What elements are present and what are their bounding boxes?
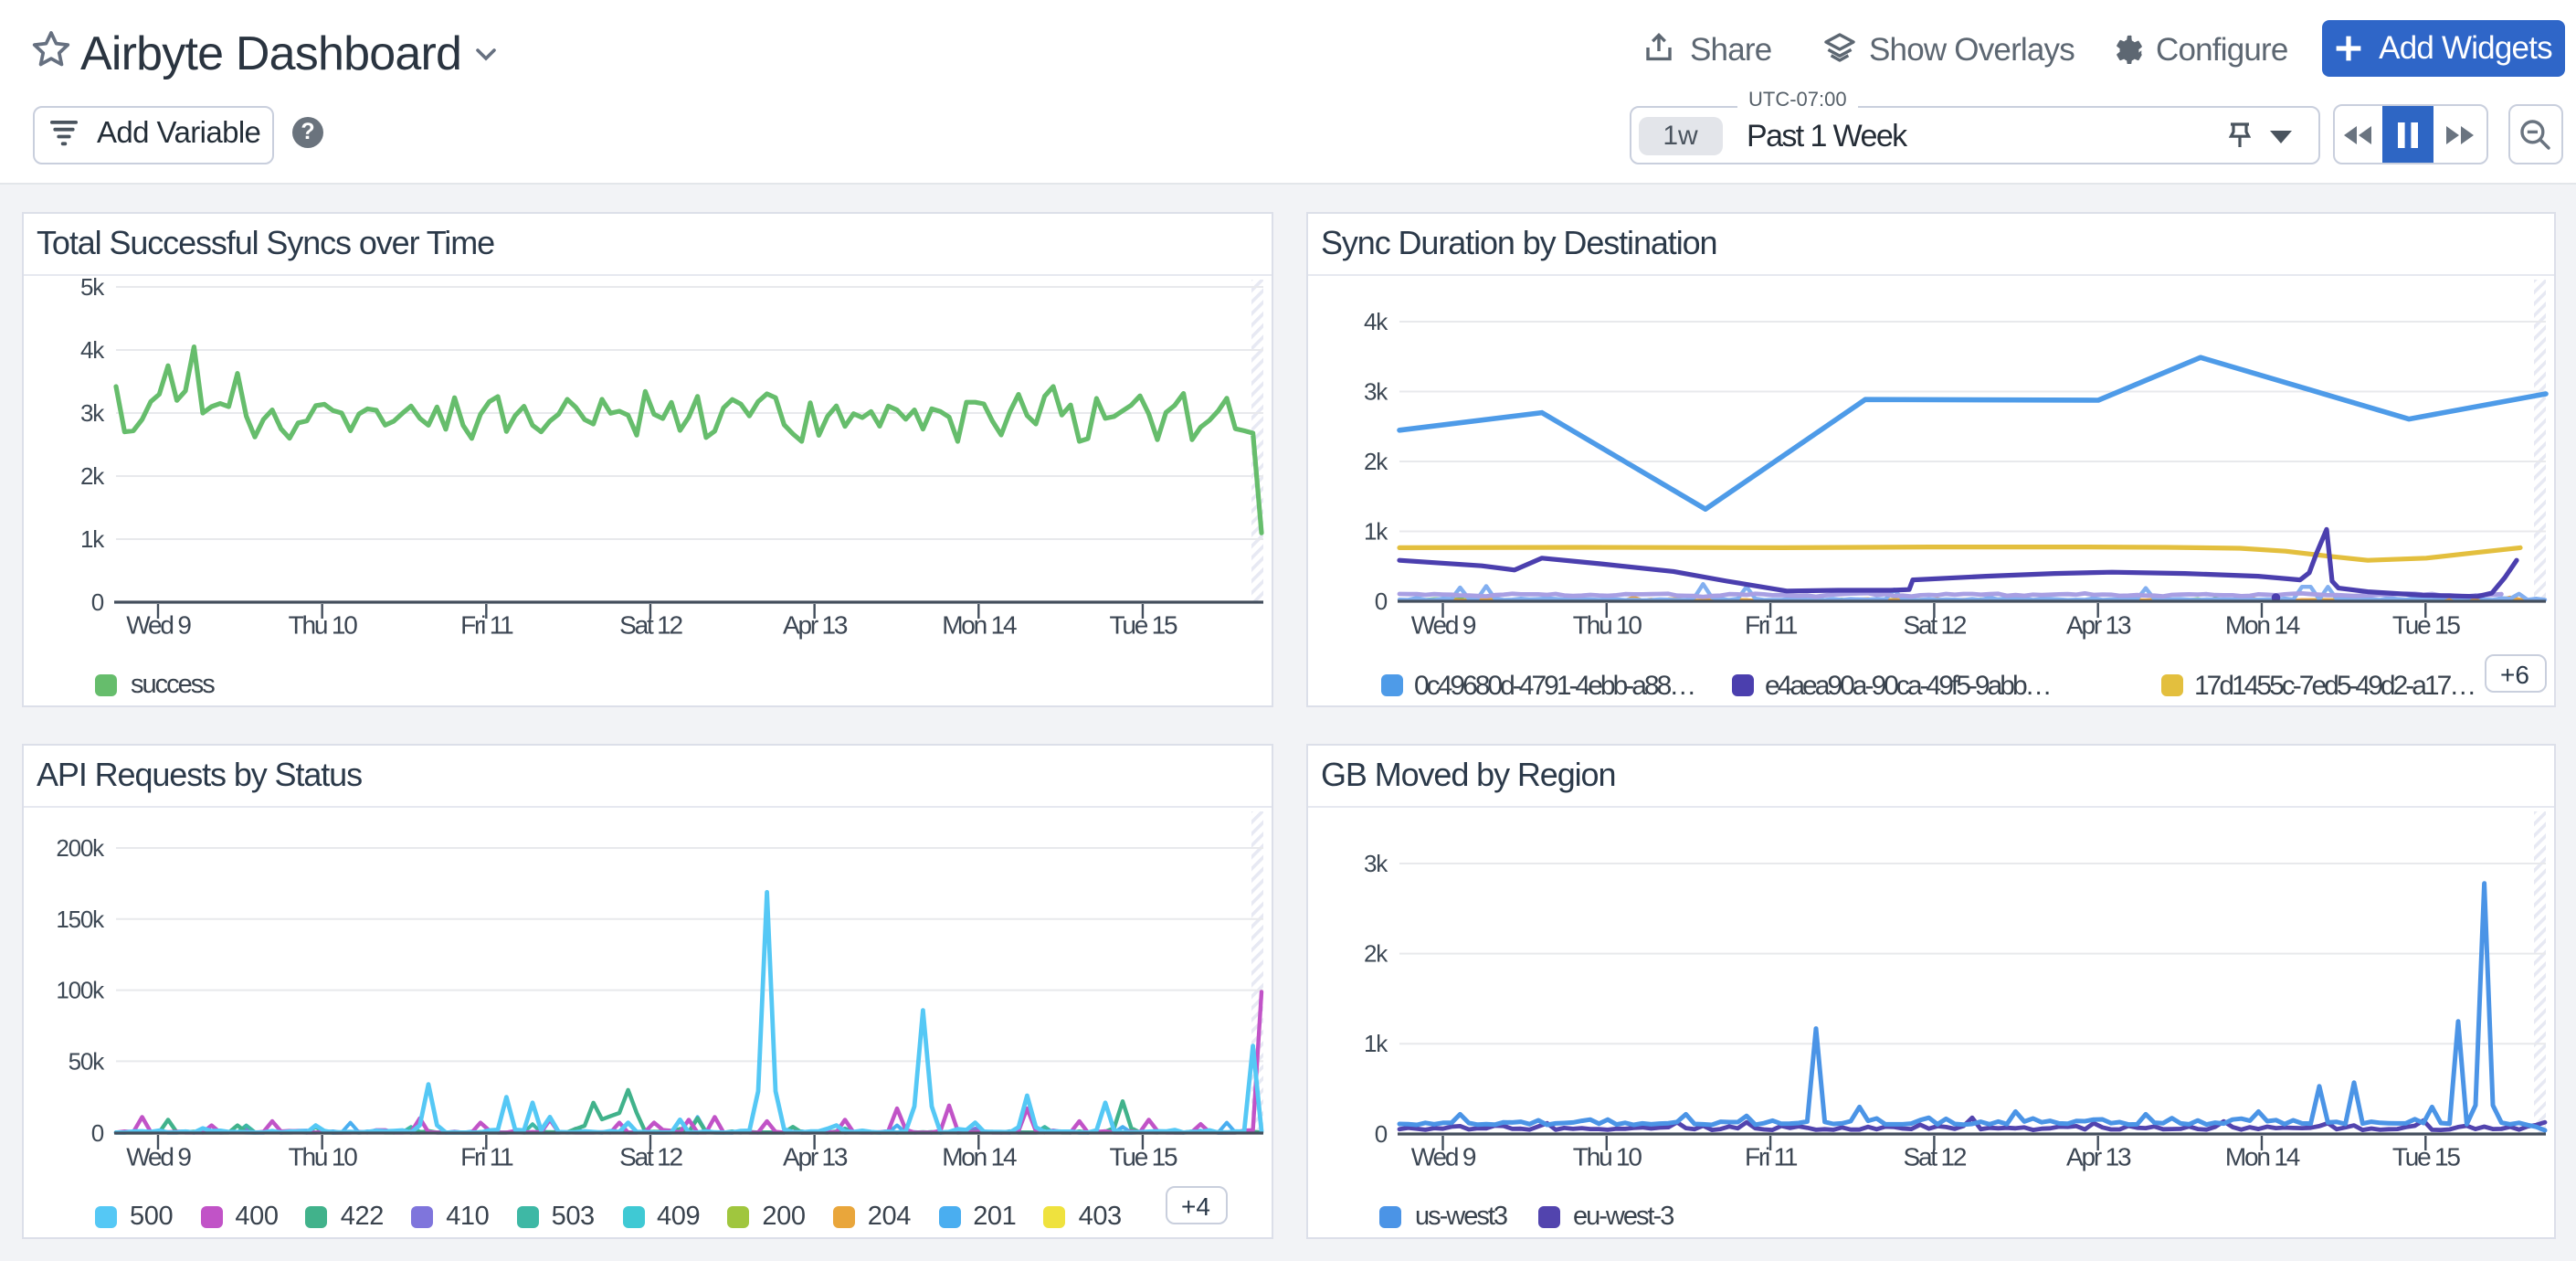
- svg-text:Sat 12: Sat 12: [619, 611, 682, 640]
- svg-text:5k: 5k: [80, 273, 105, 301]
- svg-text:1k: 1k: [80, 525, 105, 553]
- svg-text:0: 0: [1375, 588, 1388, 615]
- svg-text:2k: 2k: [80, 462, 105, 490]
- svg-text:Apr 13: Apr 13: [2066, 611, 2131, 640]
- svg-text:Fri 11: Fri 11: [1745, 611, 1798, 640]
- svg-text:Tue 15: Tue 15: [1109, 611, 1177, 640]
- svg-text:Sat 12: Sat 12: [1904, 1143, 1967, 1171]
- svg-text:Apr 13: Apr 13: [783, 611, 848, 640]
- svg-text:50k: 50k: [69, 1047, 106, 1075]
- svg-text:0: 0: [91, 588, 104, 616]
- svg-text:0: 0: [91, 1119, 104, 1147]
- svg-text:1k: 1k: [1364, 518, 1388, 546]
- svg-text:Fri 11: Fri 11: [460, 1143, 513, 1171]
- svg-text:Thu 10: Thu 10: [1573, 1143, 1642, 1171]
- svg-text:Thu 10: Thu 10: [1573, 611, 1642, 640]
- svg-text:3k: 3k: [80, 399, 105, 427]
- svg-text:Apr 13: Apr 13: [783, 1143, 848, 1171]
- svg-text:4k: 4k: [1364, 308, 1388, 335]
- svg-text:Tue 15: Tue 15: [2392, 1143, 2461, 1171]
- svg-text:Wed 9: Wed 9: [126, 1143, 191, 1171]
- svg-text:Thu 10: Thu 10: [289, 1143, 358, 1171]
- svg-text:Fri 11: Fri 11: [1745, 1143, 1798, 1171]
- svg-text:1k: 1k: [1364, 1030, 1388, 1057]
- svg-text:3k: 3k: [1364, 378, 1388, 406]
- svg-text:Sat 12: Sat 12: [1904, 611, 1967, 640]
- svg-text:2k: 2k: [1364, 448, 1388, 475]
- svg-text:150k: 150k: [56, 906, 105, 933]
- svg-text:Mon 14: Mon 14: [2225, 1143, 2300, 1171]
- svg-text:3k: 3k: [1364, 850, 1388, 877]
- svg-text:200k: 200k: [56, 834, 105, 862]
- svg-text:Tue 15: Tue 15: [1109, 1143, 1177, 1171]
- svg-text:100k: 100k: [56, 977, 105, 1004]
- svg-text:Fri 11: Fri 11: [460, 611, 513, 640]
- svg-text:Tue 15: Tue 15: [2392, 611, 2461, 640]
- svg-text:2k: 2k: [1364, 940, 1388, 968]
- svg-text:Mon 14: Mon 14: [942, 611, 1017, 640]
- svg-text:0: 0: [1375, 1120, 1388, 1148]
- svg-text:Sat 12: Sat 12: [619, 1143, 682, 1171]
- svg-text:Wed 9: Wed 9: [1411, 611, 1476, 640]
- svg-text:Mon 14: Mon 14: [942, 1143, 1017, 1171]
- svg-text:Mon 14: Mon 14: [2225, 611, 2300, 640]
- svg-text:Wed 9: Wed 9: [126, 611, 191, 640]
- svg-text:Thu 10: Thu 10: [289, 611, 358, 640]
- svg-text:Wed 9: Wed 9: [1411, 1143, 1476, 1171]
- svg-text:Apr 13: Apr 13: [2066, 1143, 2131, 1171]
- svg-text:4k: 4k: [80, 336, 105, 364]
